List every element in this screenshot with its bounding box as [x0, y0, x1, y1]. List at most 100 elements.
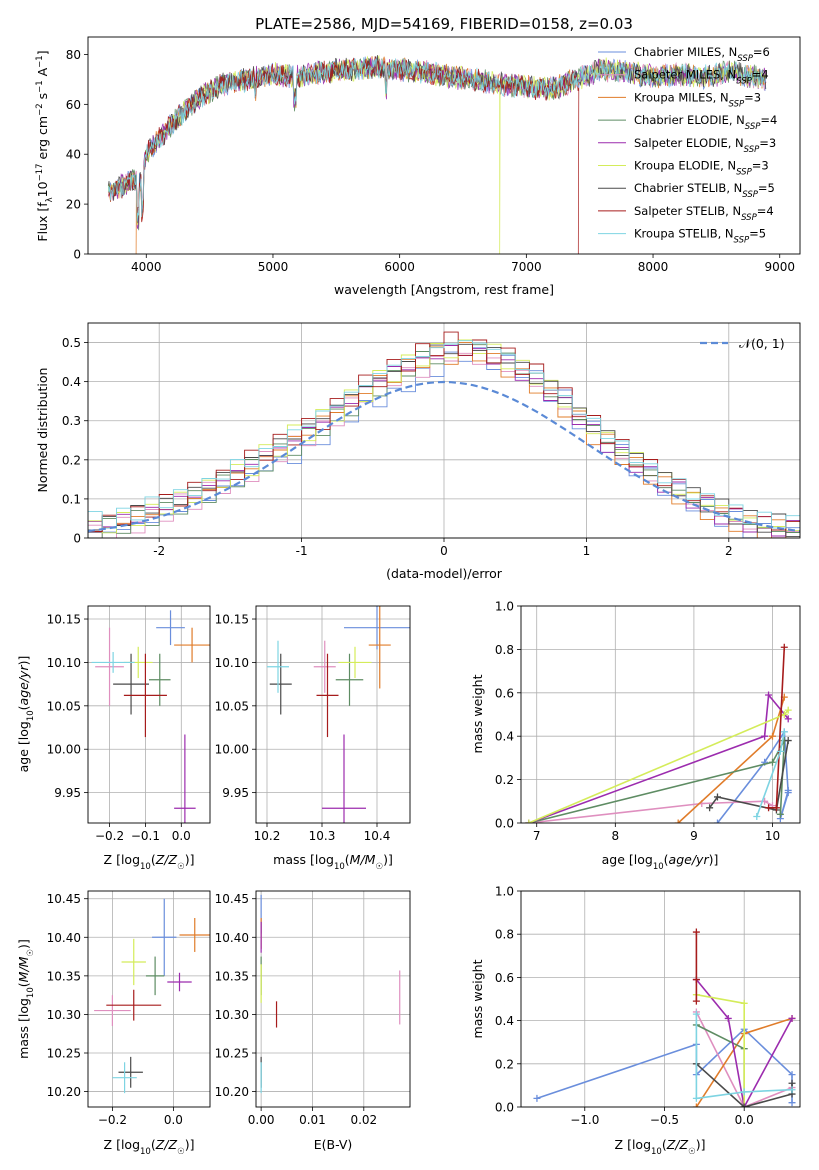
mass-vs-ebv-ytick-label: 10.30: [215, 1008, 249, 1022]
age-vs-z-axes: −0.2 −0.1 0.0 9.95 10.00 10.05 10.10 10.15: [47, 606, 210, 843]
age-vs-mass-ytick-label: 10.00: [215, 743, 249, 757]
weight-vs-age-marker-6: [784, 737, 792, 745]
weight-vs-age-marker-8: [776, 747, 784, 755]
age-vs-mass-ytick-label: 10.05: [215, 699, 249, 713]
mass-vs-z-xtick-label: −0.2: [98, 1113, 127, 1127]
mass-vs-z-ytick-label: 10.25: [47, 1047, 81, 1061]
weight-vs-age-ytick-label: 0.6: [495, 686, 514, 700]
mass-vs-z-xtick-label: 0.0: [164, 1113, 183, 1127]
age-vs-mass-ytick-label: 10.15: [215, 613, 249, 627]
histogram-series-8: [88, 340, 800, 538]
weight-vs-z-marker-7: [692, 997, 700, 1005]
age-vs-mass-xtick-label: 10.2: [254, 829, 281, 843]
weight-vs-z-xtick-label: −1.0: [570, 1113, 599, 1127]
age-vs-z-xtick-label: −0.1: [131, 829, 160, 843]
weight-vs-z-xlabel: Z [log10(Z/Z☉)]: [615, 1137, 706, 1157]
spectrum-ytick-label: 80: [66, 48, 81, 62]
age-vs-z-ytick-label: 9.95: [54, 786, 81, 800]
weight-vs-z-marker-8: [788, 1086, 796, 1094]
mass-vs-ebv-ytick-label: 10.40: [215, 931, 249, 945]
residual-histogram-ytick-label: 0.3: [62, 414, 81, 428]
weight-vs-age-series-5: [528, 709, 789, 823]
normal-legend-label: 𝒩(0, 1): [739, 336, 785, 351]
spectrum-series-7: [108, 55, 580, 254]
weight-vs-z-marker-4: [724, 1014, 732, 1022]
weight-vs-age-marker-7: [765, 804, 773, 812]
weight-vs-z-series-8: [695, 1014, 793, 1100]
weight-vs-age-xtick-label: 8: [611, 829, 619, 843]
weight-vs-z-xtick-label: 0.0: [735, 1113, 754, 1127]
age-vs-z-ytick-label: 10.05: [47, 699, 81, 713]
mass-vs-ebv-ytick-label: 10.35: [215, 969, 249, 983]
legend-label-1: Salpeter MILES, NSSP=4: [634, 68, 769, 87]
weight-vs-age-marker-8: [780, 728, 788, 736]
weight-vs-z-marker-6: [740, 1103, 748, 1107]
weight-vs-age-series-1: [528, 800, 773, 823]
weight-vs-age-xtick-label: 9: [690, 829, 698, 843]
spectrum-lines: [107, 54, 767, 254]
weight-vs-age-ytick-label: 0.4: [495, 730, 514, 744]
weight-vs-age-marker-2: [768, 732, 776, 740]
residual-histogram-xtick-label: 1: [583, 544, 591, 558]
spectrum-series-8: [107, 57, 767, 222]
mass-vs-z-ytick-label: 10.35: [47, 969, 81, 983]
mass-vs-ebv-xlabel: E(B-V): [314, 1137, 353, 1152]
weight-vs-z-series-1: [695, 1011, 793, 1107]
weight-vs-age-marker-4: [765, 691, 773, 699]
weight-vs-z-xtick-label: −0.5: [650, 1113, 679, 1127]
mass-vs-z-ylabel: mass [log10(M/M☉)]: [16, 939, 36, 1059]
weight-vs-z-marker-0: [788, 1099, 796, 1107]
spectrum-xlabel: wavelength [Angstrom, rest frame]: [334, 282, 554, 297]
weight-vs-age-ytick-label: 1.0: [495, 600, 514, 614]
weight-vs-z-marker-2: [692, 1103, 700, 1107]
legend-label-3: Chabrier ELODIE, NSSP=4: [634, 113, 777, 132]
weight-vs-age-ytick-label: 0.0: [495, 817, 514, 831]
age-vs-z-xtick-label: 0.0: [172, 829, 191, 843]
weight-vs-age-marker-0: [784, 786, 792, 794]
mass-vs-z-ytick-label: 10.30: [47, 1008, 81, 1022]
weight-vs-z-lines: [533, 928, 796, 1107]
histogram-steps: [88, 331, 800, 538]
spectrum-ylabel: Flux [fλ10−17 erg cm−2 s−1 A−1]: [35, 50, 55, 241]
histogram-ylabel: Normed distribution: [35, 368, 50, 493]
age-vs-mass-ytick-label: 9.95: [222, 786, 249, 800]
mass-vs-ebv-xtick-label: 0.02: [350, 1113, 377, 1127]
mass-vs-ebv-errorbars: [260, 894, 401, 1094]
mass-vs-z-ytick-label: 10.45: [47, 892, 81, 906]
weight-vs-age-axes: 7 8 9 10 0.0 0.2 0.4 0.6 0.8 1.0: [495, 600, 800, 843]
spectrum-xtick-label: 5000: [258, 260, 289, 274]
weight-vs-z-marker-8: [740, 1088, 748, 1096]
mass-vs-ebv-xtick-label: 0.00: [248, 1113, 275, 1127]
age-vs-z-xtick-label: −0.2: [95, 829, 124, 843]
weight-vs-z-series-4: [695, 979, 793, 1107]
legend-label-6: Chabrier STELIB, NSSP=5: [634, 181, 775, 200]
mass-vs-ebv-ytick-label: 10.45: [215, 892, 249, 906]
spectrum-xtick-label: 8000: [638, 260, 669, 274]
weight-vs-z-axes: −1.0 −0.5 0.0 0.0 0.2 0.4 0.6 0.8 1.0: [495, 885, 800, 1127]
weight-vs-z-ytick-label: 0.2: [495, 1057, 514, 1071]
age-vs-mass-frame: [255, 605, 411, 824]
weight-vs-age-series-4: [528, 693, 789, 823]
spectrum-ytick-label: 20: [66, 198, 81, 212]
weight-vs-age-marker-0: [713, 819, 721, 823]
age-vs-z-frame: [87, 605, 211, 824]
spectrum-frame: [87, 36, 801, 255]
spectrum-xtick-label: 7000: [511, 260, 542, 274]
weight-vs-age-marker-5: [525, 819, 533, 823]
weight-vs-z-series-0: [536, 1028, 793, 1103]
spectrum-xtick-label: 6000: [384, 260, 415, 274]
age-vs-mass-xlabel: mass [log10(M/M☉)]: [273, 852, 393, 872]
spectrum-ytick-label: 60: [66, 98, 81, 112]
normal-curve: [88, 380, 800, 533]
weight-vs-age-marker-3: [768, 758, 776, 766]
weight-vs-z-marker-0: [788, 1071, 796, 1079]
age-vs-z-errorbars: [91, 610, 210, 823]
weight-vs-age-marker-6: [713, 793, 721, 801]
mass-vs-ebv-ytick-label: 10.25: [215, 1047, 249, 1061]
legend-label-8: Kroupa STELIB, NSSP=5: [634, 227, 766, 246]
residual-histogram-ytick-label: 0: [73, 532, 81, 546]
weight-vs-age-marker-6: [706, 804, 714, 812]
age-vs-z-ylabel: age [log10(age/yr)]: [16, 656, 36, 773]
mass-vs-z-axes: −0.2 0.0 10.20 10.25 10.30 10.35 10.40 10.45: [47, 891, 210, 1127]
